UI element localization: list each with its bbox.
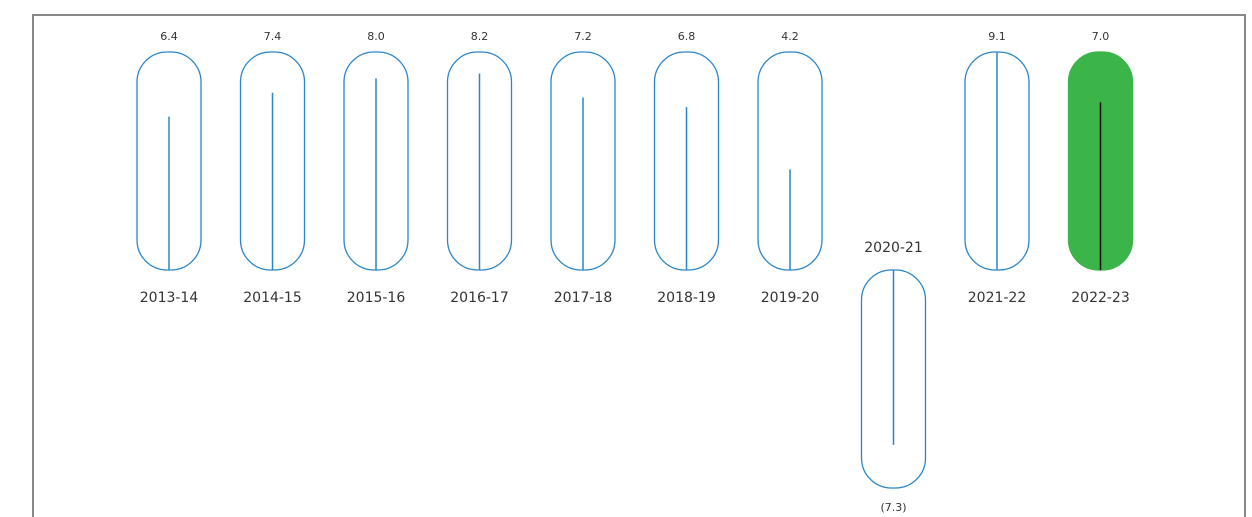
category-label: 2017-18 [554,290,613,306]
category-label: 2020-21 [864,240,923,256]
category-label: 2021-22 [968,290,1027,306]
value-label: 8.2 [471,30,489,43]
category-label: 2015-16 [347,290,406,306]
value-label: 7.0 [1092,30,1110,43]
category-label: 2019-20 [761,290,820,306]
category-label: 2013-14 [140,290,199,306]
category-label: 2016-17 [450,290,509,306]
value-label: 9.1 [988,30,1006,43]
value-label: 7.2 [574,30,592,43]
value-label: (7.3) [880,501,906,514]
value-label: 6.8 [678,30,696,43]
value-label: 6.4 [160,30,178,43]
value-label: 8.0 [367,30,385,43]
value-label: 4.2 [781,30,799,43]
category-label: 2014-15 [243,290,302,306]
category-label: 2022-23 [1071,290,1130,306]
value-label: 7.4 [264,30,282,43]
category-label: 2018-19 [657,290,716,306]
